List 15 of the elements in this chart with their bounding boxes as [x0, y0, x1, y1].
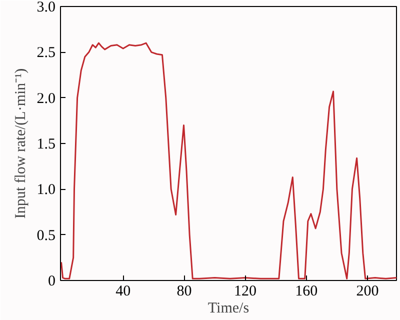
y-tick-label: 0.5 — [36, 228, 56, 244]
x-axis-title: Time/s — [208, 300, 250, 316]
y-tick-label: 1.0 — [36, 182, 56, 198]
y-tick-label: 0 — [48, 274, 56, 290]
y-tick-label: 2.0 — [36, 90, 56, 107]
x-tick-label: 200 — [356, 284, 379, 300]
y-tick-label: 1.5 — [36, 136, 56, 152]
y-axis-title: Input flow rate/(L·min⁻¹) — [12, 68, 29, 219]
line-series — [60, 42, 396, 280]
y-tick-label: 3.0 — [36, 0, 56, 16]
x-tick-label: 80 — [176, 284, 192, 300]
x-tick-label: 120 — [234, 284, 257, 300]
x-tick-label: 40 — [116, 284, 131, 300]
y-tick-label: 2.5 — [36, 45, 56, 62]
x-tick-label: 160 — [295, 284, 318, 300]
